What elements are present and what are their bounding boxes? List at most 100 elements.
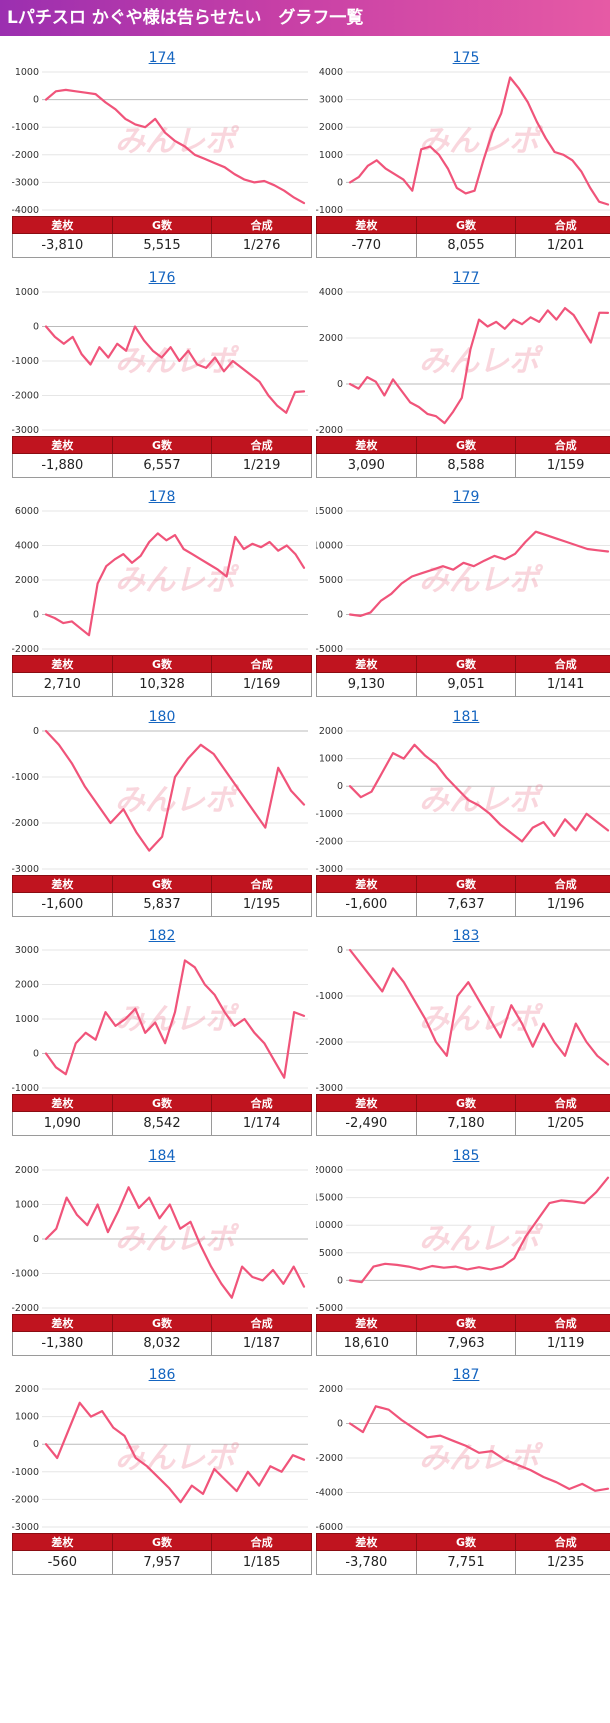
y-tick-label: -1000: [316, 991, 343, 1002]
chart-title-link[interactable]: 174: [148, 50, 176, 66]
series-line: [44, 1185, 306, 1299]
stats-table: 差枚 G数 合成 -3,780 7,751 1/235: [316, 1533, 610, 1575]
stats-value-combined: 1/187: [211, 1330, 312, 1356]
y-tick-label: 0: [337, 177, 343, 188]
chart-title-link[interactable]: 183: [452, 928, 480, 944]
line-chart: 1000 0 -1000 -2000 -3000 みんレポ: [12, 287, 308, 436]
stats-header-games: G数: [415, 655, 517, 673]
stats-value-diff: 18,610: [316, 1330, 417, 1356]
stats-header-combined: 合成: [211, 1094, 312, 1112]
stats-header-diff: 差枚: [12, 1313, 113, 1332]
series-line: [44, 959, 306, 1079]
y-tick-label: 4000: [15, 541, 39, 552]
stats-value-diff: 3,090: [316, 452, 417, 478]
y-tick-label: -1000: [12, 122, 39, 133]
stats-header-diff: 差枚: [12, 655, 113, 673]
chart-title-link[interactable]: 176: [148, 269, 176, 286]
y-tick-label: -1000: [316, 205, 343, 216]
stats-value-games: 7,180: [415, 1111, 517, 1136]
stats-header-combined: 合成: [211, 1533, 312, 1551]
stats-header-combined: 合成: [211, 1313, 312, 1332]
chart-title-link[interactable]: 179: [452, 489, 480, 505]
stats-header-diff: 差枚: [316, 1313, 417, 1332]
line-chart: 2000 1000 0 -1000 -2000 みんレポ: [12, 1165, 308, 1314]
line-chart: 2000 0 -2000 -4000 -6000 みんレポ: [316, 1384, 610, 1533]
stats-value-combined: 1/219: [211, 452, 312, 478]
stats-table: 差枚 G数 合成 -1,600 5,837 1/195: [12, 874, 312, 917]
stats-value-diff: -560: [12, 1550, 113, 1575]
series-line: [348, 948, 610, 1066]
chart-title-link[interactable]: 186: [148, 1367, 176, 1383]
y-tick-label: 1000: [319, 753, 343, 764]
y-tick-label: 2000: [319, 333, 343, 344]
y-tick-label: -5000: [316, 1303, 343, 1314]
series-line: [348, 76, 610, 206]
y-tick-label: 3000: [319, 95, 343, 106]
stats-table: 差枚 G数 合成 -770 8,055 1/201: [316, 216, 610, 258]
stats-table: 差枚 G数 合成 -3,810 5,515 1/276: [12, 216, 312, 258]
chart-title-link[interactable]: 182: [148, 928, 176, 944]
series-line: [348, 1405, 610, 1492]
stats-header-diff: 差枚: [316, 874, 417, 893]
y-tick-label: -3000: [316, 864, 343, 875]
line-chart: 4000 2000 0 -2000 みんレポ: [316, 287, 610, 436]
y-tick-label: -1000: [12, 772, 39, 783]
chart-title-link[interactable]: 184: [148, 1147, 176, 1164]
stats-header-combined: 合成: [515, 435, 610, 454]
stats-value-games: 7,963: [415, 1330, 517, 1356]
y-tick-label: 2000: [15, 1384, 39, 1395]
y-tick-label: -2000: [316, 425, 343, 436]
y-tick-label: -1000: [316, 808, 343, 819]
stats-value-diff: -3,810: [12, 233, 113, 258]
stats-value-combined: 1/235: [515, 1550, 610, 1575]
chart-title-link[interactable]: 178: [148, 489, 176, 505]
stats-value-diff: -770: [316, 233, 417, 258]
series-line: [44, 729, 306, 852]
stats-value-games: 8,032: [111, 1330, 213, 1356]
stats-header-diff: 差枚: [12, 874, 113, 893]
stats-value-combined: 1/185: [211, 1550, 312, 1575]
stats-header-combined: 合成: [211, 655, 312, 673]
series-line: [44, 324, 306, 414]
stats-value-combined: 1/196: [515, 891, 610, 917]
watermark-logo: みんレポ: [419, 344, 544, 379]
line-chart: 2000 1000 0 -1000 -2000 -3000 みんレポ: [316, 726, 610, 875]
y-tick-label: -4000: [316, 1488, 343, 1499]
stats-value-games: 10,328: [111, 672, 213, 697]
y-tick-label: 2000: [15, 1165, 39, 1176]
stats-value-games: 7,637: [415, 891, 517, 917]
stats-header-combined: 合成: [515, 874, 610, 893]
stats-header-diff: 差枚: [12, 1094, 113, 1112]
chart-title-link[interactable]: 185: [452, 1147, 480, 1164]
stats-value-combined: 1/169: [211, 672, 312, 697]
y-tick-label: -3000: [12, 425, 39, 436]
chart-title-link[interactable]: 177: [452, 269, 480, 286]
y-tick-label: 2000: [15, 980, 39, 991]
watermark-logo: みんレポ: [419, 1441, 544, 1476]
y-tick-label: -2000: [12, 1303, 39, 1314]
y-tick-label: -3000: [12, 864, 39, 875]
stats-header-diff: 差枚: [316, 435, 417, 454]
chart-title-link[interactable]: 187: [452, 1367, 480, 1383]
chart-title-link[interactable]: 175: [452, 50, 480, 66]
stats-header-games: G数: [415, 216, 517, 234]
stats-table: 差枚 G数 合成 1,090 8,542 1/174: [12, 1094, 312, 1136]
y-tick-label: 5000: [319, 1247, 343, 1258]
series-line: [348, 743, 610, 843]
stats-value-games: 5,837: [111, 891, 213, 917]
y-tick-label: 3000: [15, 945, 39, 956]
stats-header-games: G数: [111, 1533, 213, 1551]
stats-header-combined: 合成: [211, 874, 312, 893]
line-chart: 6000 4000 2000 0 -2000 みんレポ: [12, 506, 308, 655]
chart-title-link[interactable]: 180: [148, 708, 176, 725]
chart-title-link[interactable]: 181: [452, 708, 480, 725]
stats-value-games: 6,557: [111, 452, 213, 478]
stats-table: 差枚 G数 合成 -560 7,957 1/185: [12, 1533, 312, 1575]
y-tick-label: -2000: [12, 1494, 39, 1505]
stats-value-diff: -2,490: [316, 1111, 417, 1136]
stats-value-combined: 1/174: [211, 1111, 312, 1136]
